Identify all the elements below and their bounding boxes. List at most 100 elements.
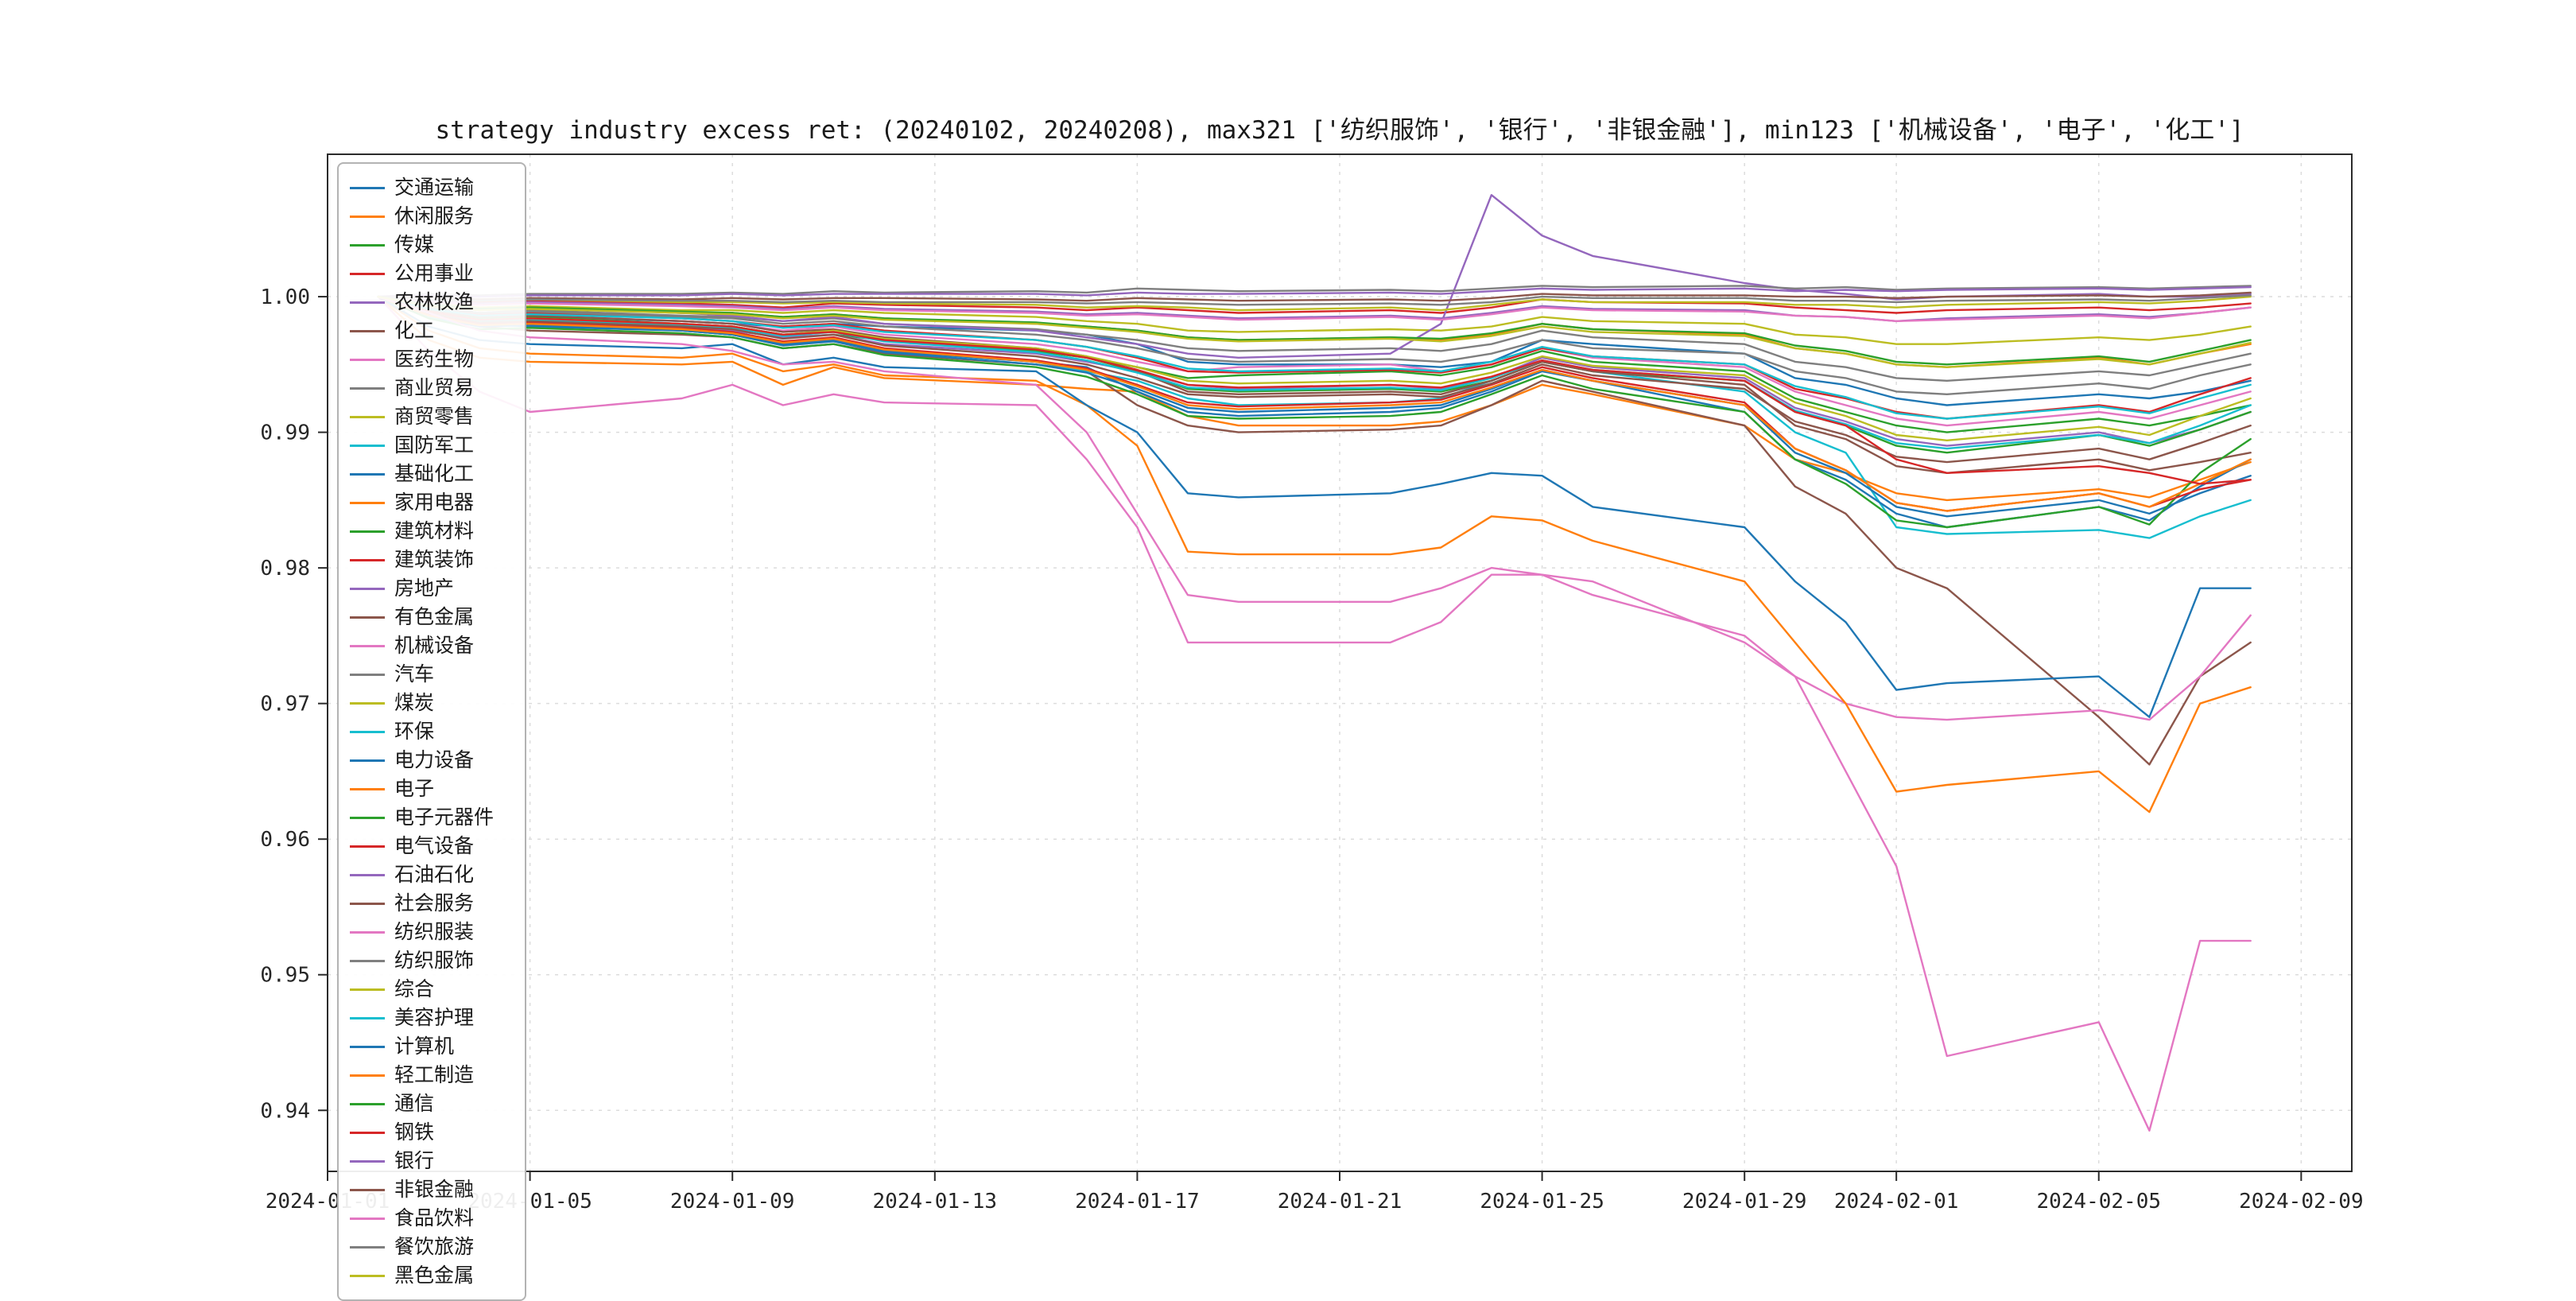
legend-swatch (350, 1217, 385, 1220)
legend-item-label: 通信 (394, 1092, 435, 1115)
series-line-30 (377, 295, 2252, 718)
legend-item-label: 医药生物 (394, 348, 475, 371)
legend-swatch (350, 759, 385, 762)
legend-swatch (350, 1274, 385, 1277)
legend-item: 商业贸易 (350, 374, 509, 402)
series-line-7 (377, 295, 2252, 382)
legend-item: 农林牧渔 (350, 288, 509, 317)
legend-item: 环保 (350, 717, 509, 746)
legend-item: 国防军工 (350, 431, 509, 460)
legend-swatch (350, 186, 385, 189)
legend-item-label: 传媒 (394, 233, 435, 256)
legend-item-label: 综合 (394, 977, 435, 1000)
legend-item-label: 美容护理 (394, 1006, 475, 1029)
legend-item-label: 电子 (394, 777, 435, 800)
legend-item-label: 交通运输 (394, 176, 475, 199)
series-line-32 (377, 295, 2252, 366)
legend-item: 纺织服饰 (350, 946, 509, 975)
series-line-20 (377, 295, 2252, 518)
legend-swatch (350, 386, 385, 390)
x-tick-label: 2024-02-09 (2239, 1190, 2364, 1214)
legend-item: 石油石化 (350, 860, 509, 889)
series-line-35 (377, 291, 2252, 302)
legend-item: 钢铁 (350, 1118, 509, 1147)
legend-item-label: 社会服务 (394, 891, 475, 915)
legend-swatch (350, 444, 385, 447)
legend-item-label: 电力设备 (394, 748, 475, 771)
legend-swatch (350, 415, 385, 418)
legend-swatch (350, 358, 385, 361)
legend-swatch (350, 272, 385, 275)
y-tick-label: 0.97 (260, 693, 310, 717)
series-line-18 (377, 295, 2252, 312)
legend-item-label: 餐饮旅游 (394, 1235, 475, 1258)
legend-swatch (350, 1159, 385, 1163)
legend-item: 银行 (350, 1147, 509, 1175)
legend-swatch (350, 1131, 385, 1134)
series-line-27 (377, 285, 2252, 298)
legend-swatch (350, 558, 385, 561)
legend-item: 计算机 (350, 1032, 509, 1061)
legend-item-label: 商业贸易 (394, 376, 475, 399)
legend-item: 电气设备 (350, 832, 509, 860)
legend-item-label: 石油石化 (394, 863, 475, 886)
series-line-29 (377, 295, 2252, 420)
x-tick-label: 2024-01-17 (1075, 1190, 1200, 1214)
legend-item: 非银金融 (350, 1175, 509, 1204)
legend-item-label: 汽车 (394, 662, 435, 685)
legend-item-label: 农林牧渔 (394, 290, 475, 313)
series-line-16 (377, 295, 2252, 721)
legend-swatch (350, 1245, 385, 1249)
plot-frame (327, 153, 2353, 1172)
legend-swatch (350, 501, 385, 504)
legend-item: 综合 (350, 975, 509, 1004)
series-line-1 (377, 295, 2252, 502)
legend-item: 交通运输 (350, 173, 509, 202)
legend-item-label: 银行 (394, 1149, 435, 1172)
x-tick-label: 2024-01-09 (670, 1190, 795, 1214)
legend-swatch (350, 673, 385, 676)
legend-item-label: 纺织服装 (394, 920, 475, 943)
legend-item: 医药生物 (350, 345, 509, 374)
x-tick-label: 2024-01-21 (1278, 1190, 1402, 1214)
legend-item: 化工 (350, 317, 509, 345)
legend-item-label: 纺织服饰 (394, 949, 475, 972)
legend-item-label: 电子元器件 (394, 806, 495, 829)
legend-swatch (350, 644, 385, 647)
legend-swatch (350, 329, 385, 332)
series-line-21 (377, 295, 2252, 814)
legend-swatch (350, 730, 385, 733)
legend-item: 传媒 (350, 231, 509, 259)
legend-item-label: 化工 (394, 319, 435, 342)
series-line-33 (377, 295, 2252, 485)
legend-swatch (350, 845, 385, 848)
legend-swatch (350, 215, 385, 218)
legend-item-label: 轻工制造 (394, 1063, 475, 1086)
legend-item-label: 建筑装饰 (394, 548, 475, 571)
series-line-15 (377, 295, 2252, 474)
legend-item-label: 公用事业 (394, 262, 475, 285)
legend-item-label: 电气设备 (394, 834, 475, 857)
legend-item: 有色金属 (350, 603, 509, 631)
legend-item: 黑色金属 (350, 1261, 509, 1290)
legend-item-label: 基础化工 (394, 462, 475, 485)
legend-item-label: 休闲服务 (394, 204, 475, 227)
y-tick-label: 0.98 (260, 557, 310, 581)
legend-item: 食品饮料 (350, 1204, 509, 1233)
legend-item: 基础化工 (350, 460, 509, 488)
series-line-3 (377, 295, 2252, 314)
legend-swatch (350, 873, 385, 876)
legend-item: 建筑材料 (350, 517, 509, 546)
legend-item: 通信 (350, 1089, 509, 1118)
legend-item-label: 计算机 (394, 1035, 455, 1058)
series-line-22 (377, 295, 2252, 529)
legend-item-label: 房地产 (394, 577, 455, 600)
chart-title: strategy industry excess ret: (20240102,… (435, 116, 2244, 145)
legend-item: 纺织服装 (350, 918, 509, 946)
legend-swatch (350, 616, 385, 619)
series-line-38 (377, 295, 2252, 368)
legend-swatch (350, 1016, 385, 1019)
legend-item-label: 有色金属 (394, 605, 475, 628)
legend-item: 建筑装饰 (350, 546, 509, 574)
